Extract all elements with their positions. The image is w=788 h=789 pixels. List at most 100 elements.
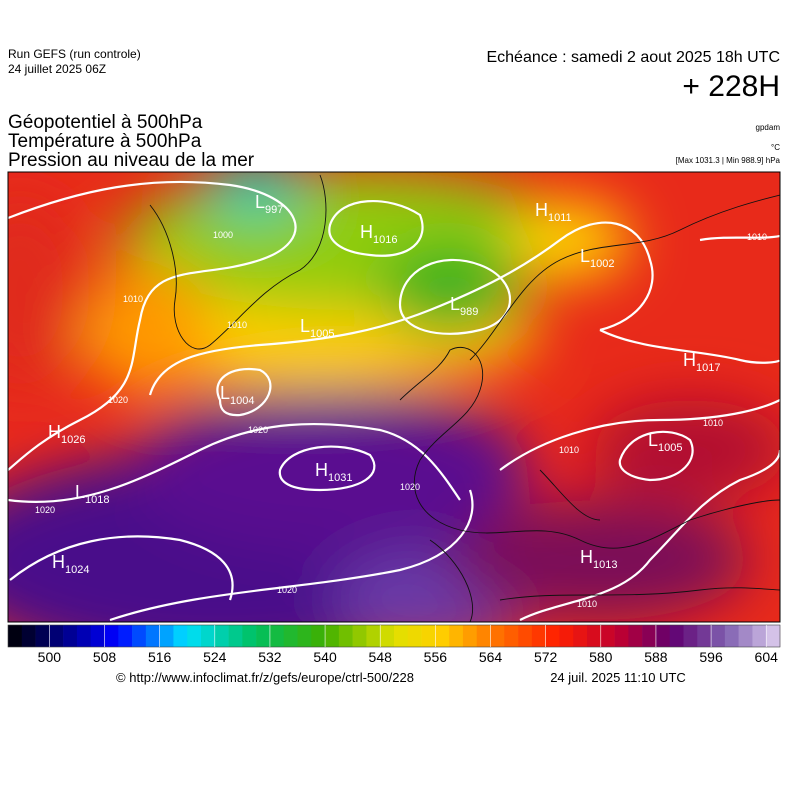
isobar-label: 1020: [400, 482, 420, 492]
center-type: L: [255, 192, 265, 212]
colorbar-swatch: [118, 625, 133, 647]
pressure-center: L1002: [580, 246, 615, 270]
colorbar-swatch: [724, 625, 739, 647]
colorbar-tick-label: 532: [258, 649, 282, 665]
source-link: © http://www.infoclimat.fr/z/gefs/europe…: [116, 670, 414, 685]
center-type: H: [683, 350, 696, 370]
colorbar-swatch: [187, 625, 202, 647]
colorbar-swatch: [518, 625, 533, 647]
colorbar-swatch: [449, 625, 464, 647]
isobar-label: 1010: [703, 418, 723, 428]
center-value: 1005: [658, 442, 682, 454]
pressure-center: H1016: [360, 222, 397, 246]
colorbar-swatch: [145, 625, 160, 647]
pressure-center: L1005: [648, 430, 683, 454]
pressure-center: H1011: [535, 200, 572, 224]
colorbar-swatch: [545, 625, 560, 647]
colorbar-tick-label: 596: [699, 649, 723, 665]
colorbar-swatch: [297, 625, 312, 647]
colorbar-swatch: [173, 625, 188, 647]
center-type: H: [315, 460, 328, 480]
isobar-labels: 1010 1000 1010 1010 1020 1020 1010 1010 1020 1020…: [35, 230, 767, 609]
colorbar-swatch: [394, 625, 409, 647]
colorbar-tick-label: 588: [644, 649, 668, 665]
colorbar-swatch: [573, 625, 588, 647]
pressure-center: H1013: [580, 547, 617, 571]
pressure-center: H1031: [315, 460, 352, 484]
center-value: 1005: [310, 328, 334, 340]
isobar-label: 1010: [559, 445, 579, 455]
colorbar-swatch: [228, 625, 243, 647]
colorbar-swatch: [697, 625, 712, 647]
colorbar-swatch: [628, 625, 643, 647]
colorbar-swatch: [766, 625, 781, 647]
isobar-label: 1020: [248, 425, 268, 435]
lead-time: + 228H: [682, 70, 780, 103]
pressure-center: H1017: [683, 350, 720, 374]
colorbar-swatch: [738, 625, 753, 647]
colorbar-swatch: [752, 625, 767, 647]
colorbar-tick-label: 604: [755, 649, 779, 665]
colorbar-swatch: [655, 625, 671, 647]
colorbar-swatch: [201, 625, 216, 647]
colorbar-swatch: [600, 625, 615, 647]
isobar-label: 1020: [108, 395, 128, 405]
isobar-label: 1020: [35, 505, 55, 515]
run-name: Run GEFS (run controle): [8, 47, 141, 61]
colorbar-swatch: [214, 625, 229, 647]
center-type: L: [220, 383, 230, 403]
unit-label: °C: [771, 143, 780, 152]
colorbar-swatch: [63, 625, 78, 647]
pressure-centers: L997H1016L989H1011L1002L1005H1017L1004H1…: [48, 192, 720, 576]
colorbar-swatch: [669, 625, 684, 647]
colorbar-swatch: [421, 625, 436, 647]
center-value: 1011: [548, 212, 572, 224]
map-frame: [7, 171, 781, 623]
colorbar: 500 508 516 524 532 540 548 556 564 572 580 588 596 6…: [7, 624, 781, 665]
colorbar-swatch: [132, 625, 147, 647]
colorbar-swatch: [504, 625, 519, 647]
isobar-label: 1010: [747, 232, 767, 242]
colorbar-swatch: [642, 625, 657, 647]
center-value: 1004: [230, 395, 254, 407]
colorbar-swatch: [256, 625, 271, 647]
colorbar-swatch: [311, 625, 326, 647]
colorbar-swatch: [614, 625, 629, 647]
center-value: 1016: [373, 234, 397, 246]
map: [8, 172, 780, 622]
colorbar-swatch: [325, 625, 340, 647]
colorbar-swatch: [711, 625, 726, 647]
center-type: H: [535, 200, 548, 220]
center-value: 1013: [593, 559, 617, 571]
colorbar-tick-label: 500: [38, 649, 62, 665]
isobar-label: 1010: [227, 320, 247, 330]
colorbar-swatch: [49, 625, 64, 647]
colorbar-tick-label: 524: [203, 649, 227, 665]
center-value: 1024: [65, 564, 89, 576]
run-date: 24 juillet 2025 06Z: [8, 62, 106, 76]
center-type: H: [580, 547, 593, 567]
colorbar-tick-label: 516: [148, 649, 172, 665]
colorbar-swatch: [159, 625, 174, 647]
center-type: L: [300, 316, 310, 336]
center-value: 1018: [85, 494, 109, 506]
center-type: L: [75, 482, 85, 502]
isobar-label: 1010: [577, 599, 597, 609]
colorbar-tick-label: 556: [424, 649, 448, 665]
colorbar-frame: [7, 624, 781, 648]
colorbar-swatch: [462, 625, 478, 647]
colorbar-tick-label: 572: [534, 649, 558, 665]
colorbar-swatch: [8, 625, 23, 647]
center-type: H: [360, 222, 373, 242]
center-value: 997: [265, 204, 283, 216]
colorbar-swatch: [366, 625, 381, 647]
colorbar-swatch: [283, 625, 298, 647]
isobar-label: 1000: [213, 230, 233, 240]
colorbar-swatch: [531, 625, 546, 647]
pressure-center: L1004: [220, 383, 255, 407]
pressure-center: L1018: [75, 482, 110, 506]
center-value: 1031: [328, 472, 352, 484]
center-value: 989: [460, 306, 478, 318]
